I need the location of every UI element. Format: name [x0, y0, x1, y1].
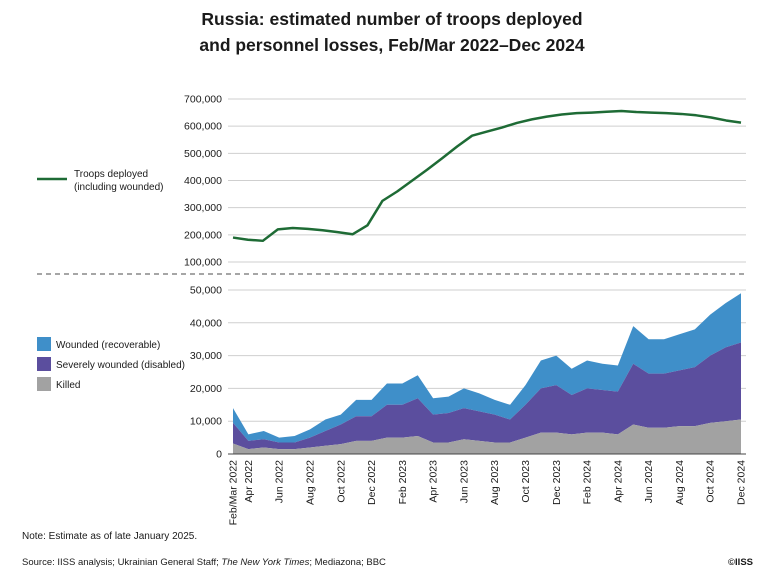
top-y-tick-label: 600,000: [184, 121, 222, 133]
x-tick-label: Oct 2024: [705, 460, 717, 503]
x-tick-label: Jun 2023: [458, 460, 470, 503]
x-tick-label: Oct 2022: [335, 460, 347, 503]
top-y-tick-label: 700,000: [184, 94, 222, 106]
x-tick-label: Oct 2023: [520, 460, 532, 503]
top-y-tick-label: 300,000: [184, 202, 222, 214]
bottom-y-tick-label: 20,000: [190, 383, 222, 395]
killed-area: [233, 419, 741, 454]
x-tick-label: Apr 2023: [428, 460, 440, 503]
x-tick-label: Aug 2023: [489, 460, 501, 505]
top-panel-y-axis: 100,000 200,000 300,000 400,000 500,000 600,0…: [184, 94, 222, 269]
wounded-area: [233, 293, 741, 443]
bottom-y-tick-label: 50,000: [190, 285, 222, 297]
title-line-1: Russia: estimated number of troops deplo…: [201, 9, 582, 29]
top-y-tick-label: 500,000: [184, 148, 222, 160]
top-y-tick-label: 100,000: [184, 257, 222, 269]
x-axis-tick-labels: Feb/Mar 2022 Apr 2022 Jun 2022 Aug 2022 Oct …: [228, 460, 748, 526]
legend-troops-label-line-1: Troops deployed: [74, 169, 148, 180]
legend-troops-label-line-2: (including wounded): [74, 182, 164, 193]
x-tick-label: Feb 2024: [582, 460, 594, 505]
legend-losses: Wounded (recoverable) Severely wounded (…: [37, 337, 185, 391]
x-tick-label: Aug 2024: [674, 460, 686, 505]
bottom-y-tick-label: 40,000: [190, 317, 222, 329]
stacked-area-series: [233, 293, 741, 454]
troops-deployed-line: [232, 109, 742, 243]
legend-killed-swatch: [37, 377, 51, 391]
legend-killed-label: Killed: [56, 380, 80, 391]
top-y-tick-label: 200,000: [184, 229, 222, 241]
bottom-y-tick-label: 30,000: [190, 350, 222, 362]
legend-severely-wounded-label: Severely wounded (disabled): [56, 360, 185, 371]
bottom-y-tick-label: 10,000: [190, 416, 222, 428]
x-tick-label: Aug 2022: [304, 460, 316, 505]
title-line-2: and personnel losses, Feb/Mar 2022–Dec 2…: [199, 35, 584, 55]
source-suffix: ; Mediazona; BBC: [309, 557, 386, 568]
legend-wounded-swatch: [37, 337, 51, 351]
x-tick-label: Jun 2022: [274, 460, 286, 503]
source-prefix: Source: IISS analysis; Ukrainian General…: [22, 557, 221, 568]
source-italic: The New York Times: [221, 557, 309, 568]
footnote: Note: Estimate as of late January 2025.: [22, 531, 197, 542]
x-tick-label: Jun 2024: [643, 460, 655, 503]
source-line: Source: IISS analysis; Ukrainian General…: [22, 557, 386, 568]
bottom-y-tick-label: 0: [216, 449, 222, 461]
x-tick-label: Apr 2024: [612, 460, 624, 503]
x-tick-label: Feb/Mar 2022: [228, 460, 240, 526]
top-y-tick-label: 400,000: [184, 175, 222, 187]
legend-troops: Troops deployed (including wounded): [37, 169, 164, 193]
copyright-iiss: ©IISS: [728, 557, 753, 568]
bottom-panel-y-axis: 0 10,000 20,000 30,000 40,000 50,000: [190, 285, 222, 461]
x-tick-label: Dec 2024: [736, 460, 748, 505]
x-tick-label: Dec 2022: [366, 460, 378, 505]
x-tick-label: Feb 2023: [397, 460, 409, 505]
severely-wounded-area: [233, 342, 741, 450]
legend-wounded-label: Wounded (recoverable): [56, 340, 160, 351]
legend-severely-wounded-swatch: [37, 357, 51, 371]
top-panel-gridlines: [228, 98, 746, 263]
x-tick-label: Dec 2023: [551, 460, 563, 505]
chart-title: Russia: estimated number of troops deplo…: [199, 9, 584, 55]
x-tick-label: Apr 2022: [243, 460, 255, 503]
